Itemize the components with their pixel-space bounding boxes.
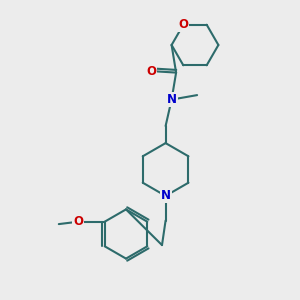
- Text: O: O: [73, 215, 83, 228]
- Text: N: N: [167, 93, 177, 106]
- Text: O: O: [178, 18, 188, 31]
- Text: N: N: [160, 189, 171, 203]
- Text: O: O: [146, 64, 157, 78]
